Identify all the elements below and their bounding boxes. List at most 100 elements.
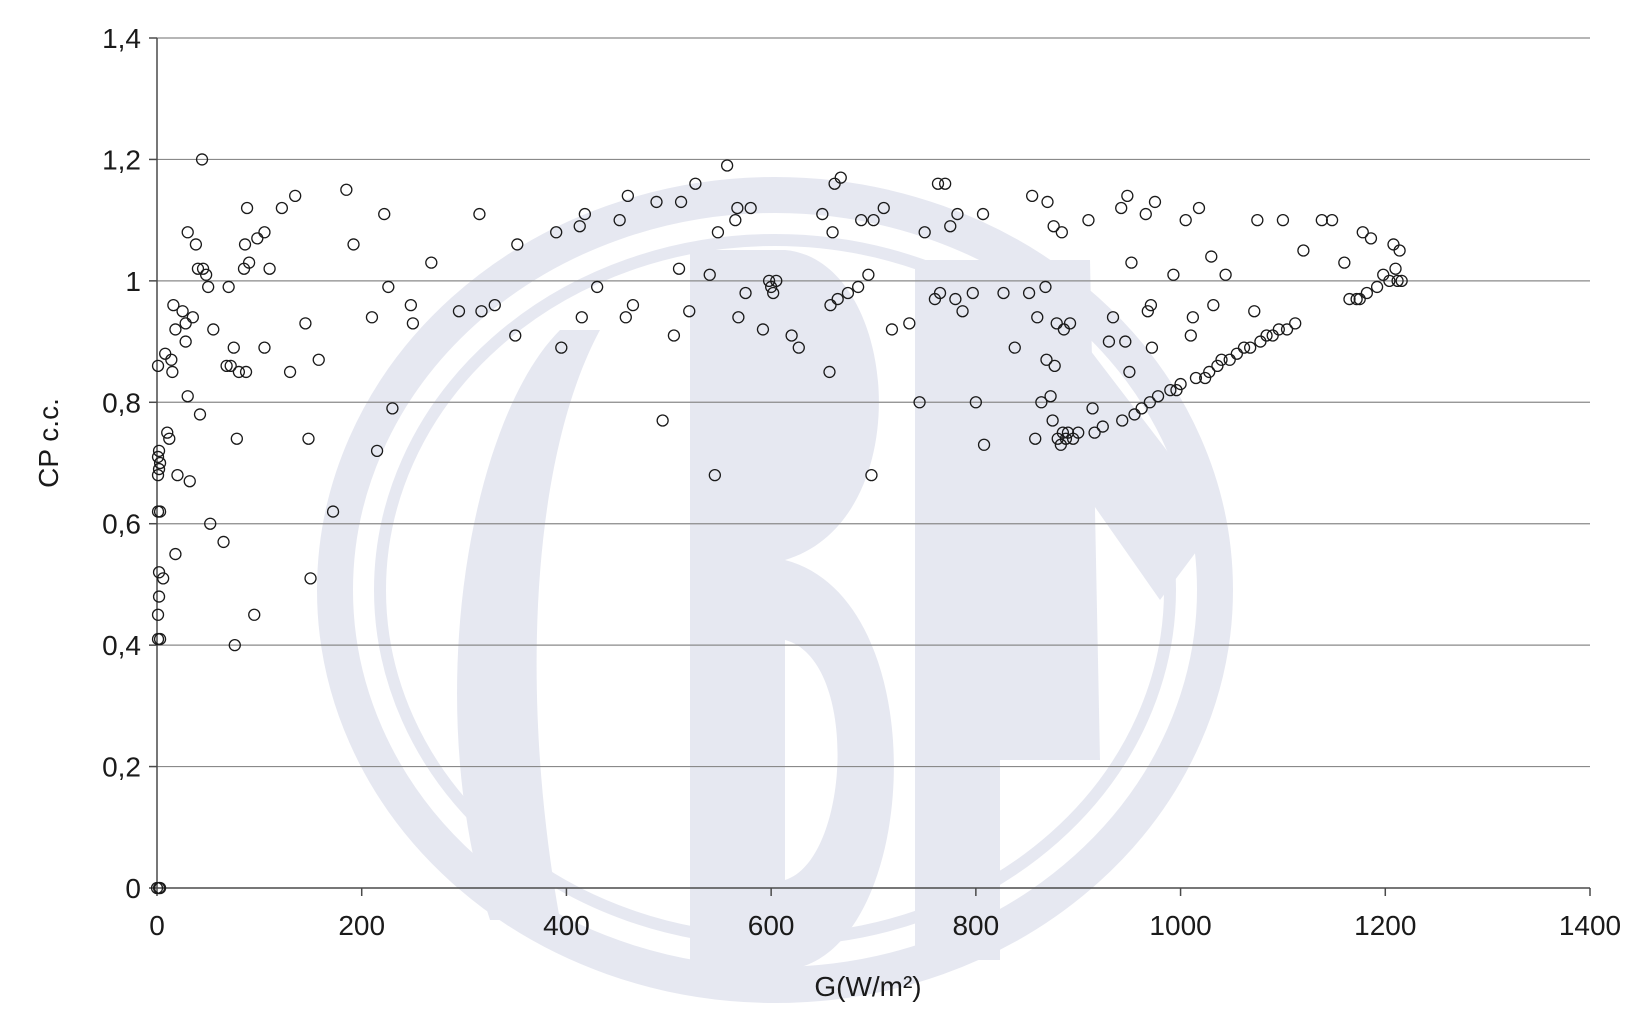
x-tick-label: 800 — [952, 910, 999, 941]
data-point — [152, 566, 166, 579]
data-point — [1121, 189, 1134, 203]
data-point — [1125, 256, 1138, 269]
data-point — [785, 329, 798, 342]
data-point — [153, 881, 167, 895]
data-point — [217, 535, 230, 549]
data-point — [1211, 359, 1224, 373]
data-point — [913, 396, 926, 409]
data-point — [956, 305, 969, 318]
data-point — [933, 286, 947, 300]
data-point — [1040, 353, 1053, 366]
data-point — [977, 438, 991, 451]
data-point — [1086, 402, 1099, 415]
data-point — [161, 426, 174, 439]
data-point — [1059, 432, 1073, 445]
data-point — [1207, 298, 1220, 312]
data-point — [949, 292, 962, 306]
data-point — [656, 414, 669, 427]
data-point — [242, 256, 256, 269]
x-tick-label: 400 — [543, 910, 590, 941]
data-point — [151, 468, 165, 482]
data-point — [1377, 268, 1390, 281]
data-point — [711, 226, 725, 239]
data-point — [1082, 213, 1095, 227]
data-point — [1119, 335, 1132, 348]
data-point — [176, 305, 189, 318]
data-point — [202, 280, 215, 294]
data-point — [1230, 347, 1244, 360]
data-point — [1254, 335, 1267, 348]
data-point — [1343, 292, 1356, 306]
data-point — [792, 341, 805, 354]
data-point — [575, 311, 588, 324]
data-point — [326, 505, 340, 518]
data-point — [762, 274, 776, 288]
data-point — [1370, 280, 1384, 294]
data-point — [452, 305, 466, 318]
data-point — [976, 207, 990, 221]
data-point — [240, 201, 254, 215]
data-point — [590, 280, 604, 294]
data-point — [275, 201, 289, 215]
data-point — [1135, 402, 1148, 415]
data-point — [232, 365, 246, 379]
data-point — [1297, 244, 1310, 257]
data-point — [1244, 341, 1257, 354]
data-point — [263, 262, 276, 275]
data-point — [1044, 390, 1057, 403]
data-point — [153, 505, 167, 518]
data-point — [550, 226, 563, 239]
data-point — [152, 462, 166, 476]
data-point — [1026, 189, 1039, 203]
data-point — [370, 444, 384, 458]
data-point — [475, 305, 488, 318]
data-point — [1383, 274, 1396, 288]
data-point — [841, 286, 855, 300]
x-tick-label: 1400 — [1559, 910, 1621, 941]
data-point — [1106, 311, 1120, 324]
data-point — [1356, 226, 1369, 239]
data-point — [258, 341, 271, 354]
data-point — [488, 298, 501, 312]
data-point — [824, 298, 837, 312]
data-point — [304, 572, 317, 585]
data-point — [1031, 311, 1044, 324]
data-point — [473, 207, 486, 221]
data-point — [729, 213, 742, 227]
data-point — [1143, 396, 1157, 409]
data-point — [555, 341, 568, 354]
data-point — [151, 359, 165, 373]
data-point — [816, 207, 829, 221]
data-point — [756, 323, 770, 336]
data-point — [167, 298, 180, 312]
data-point — [703, 268, 716, 281]
data-point — [708, 468, 721, 482]
data-point — [207, 323, 220, 336]
data-point — [258, 226, 271, 239]
x-tick-label: 1000 — [1149, 910, 1211, 941]
data-point — [851, 280, 865, 294]
data-point — [823, 365, 836, 379]
data-point — [151, 450, 165, 464]
data-point — [1055, 226, 1068, 239]
data-point — [834, 171, 847, 184]
data-point — [997, 286, 1010, 300]
data-point — [365, 311, 379, 324]
data-point — [378, 207, 391, 221]
data-point — [1395, 274, 1408, 288]
data-point — [689, 177, 702, 190]
data-point — [251, 232, 264, 245]
data-point — [1179, 213, 1192, 227]
data-point — [163, 432, 176, 445]
x-tick-label: 200 — [338, 910, 385, 941]
data-point — [153, 456, 167, 470]
data-point — [672, 262, 686, 275]
data-point — [831, 292, 844, 306]
data-point — [720, 159, 734, 172]
data-point — [312, 353, 325, 366]
data-point — [1047, 220, 1060, 233]
y-tick-labels: 0 0,2 0,4 0,6 0,8 1 1,2 1,4 — [102, 23, 157, 904]
data-point — [179, 317, 192, 330]
data-point — [386, 402, 399, 415]
data-point — [193, 408, 207, 421]
